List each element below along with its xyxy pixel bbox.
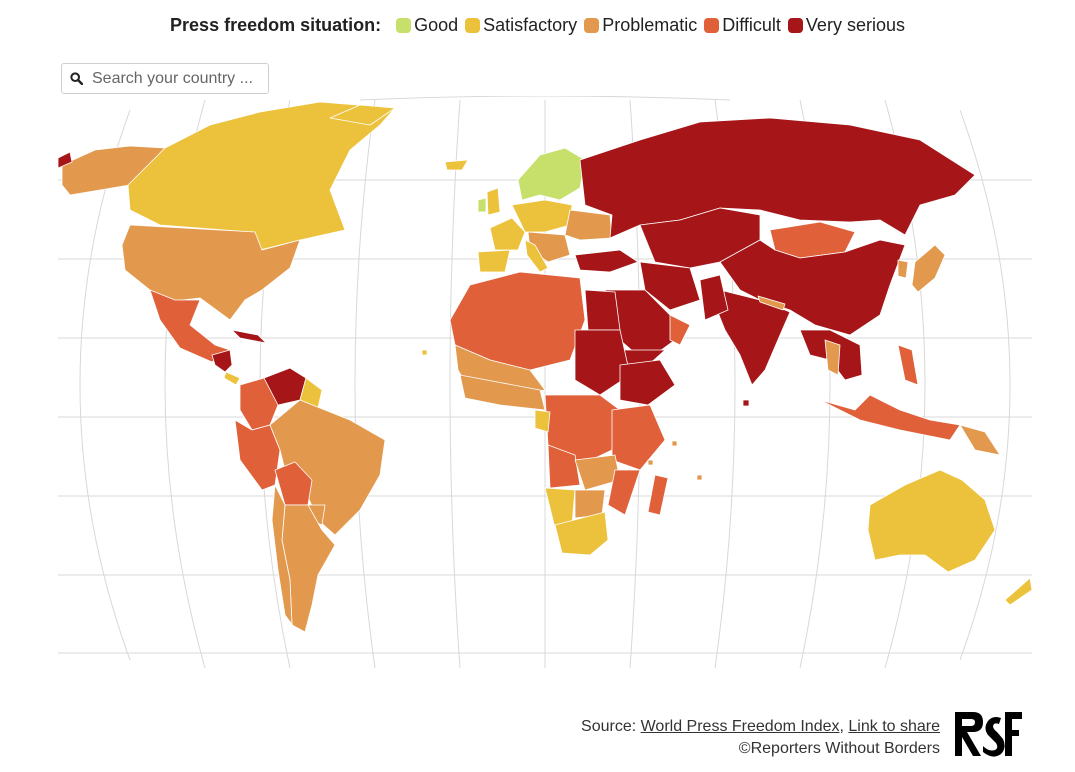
legend-item-good[interactable]: Good	[396, 15, 458, 36]
country-iceland[interactable]	[444, 159, 469, 171]
country-comoros[interactable]	[647, 459, 654, 466]
country-west-africa[interactable]	[459, 374, 546, 411]
legend-swatch-satisfactory	[465, 18, 481, 33]
country-papua-new-guinea[interactable]	[959, 424, 1001, 456]
country-canada[interactable]	[127, 101, 396, 251]
country-philippines[interactable]	[897, 344, 919, 386]
search-input[interactable]	[90, 68, 264, 89]
country-mexico[interactable]	[149, 289, 231, 363]
country-egypt[interactable]	[584, 289, 621, 331]
legend-label-problematic: Problematic	[602, 15, 698, 35]
legend-label-satisfactory: Satisfactory	[483, 15, 578, 35]
search-icon	[62, 72, 90, 85]
country-chukotka[interactable]	[58, 151, 73, 169]
source-line: Source: World Press Freedom Index, Link …	[581, 716, 940, 738]
source-link[interactable]: World Press Freedom Index	[640, 718, 840, 735]
country-gabon[interactable]	[534, 409, 551, 433]
country-korea[interactable]	[897, 259, 909, 279]
legend-item-difficult[interactable]: Difficult	[704, 15, 781, 36]
country-angola[interactable]	[547, 444, 581, 489]
country-nepal[interactable]	[757, 295, 786, 311]
country-east-africa[interactable]	[611, 404, 666, 471]
country-chile[interactable]	[271, 484, 301, 636]
legend-swatch-very-serious	[787, 18, 803, 33]
country-costa-rica[interactable]	[223, 371, 241, 386]
country-cuba[interactable]	[231, 329, 267, 344]
country-mozambique[interactable]	[607, 469, 641, 516]
country-madagascar[interactable]	[647, 474, 669, 516]
country-central-america[interactable]	[211, 349, 233, 373]
country-turkey[interactable]	[574, 249, 639, 273]
legend-swatch-problematic	[584, 18, 600, 33]
footer: Source: World Press Freedom Index, Link …	[581, 716, 940, 760]
country-japan[interactable]	[911, 244, 946, 293]
country-greenland-edge[interactable]	[329, 104, 396, 126]
country-ireland[interactable]	[477, 197, 487, 213]
country-cabo-verde[interactable]	[421, 349, 428, 356]
search-box[interactable]	[61, 63, 269, 94]
legend-item-satisfactory[interactable]: Satisfactory	[465, 15, 577, 36]
copyright: ©Reporters Without Borders	[738, 740, 940, 757]
country-oman[interactable]	[669, 314, 691, 346]
country-france[interactable]	[489, 217, 526, 251]
country-maldives[interactable]	[742, 399, 750, 407]
country-pakistan[interactable]	[699, 274, 729, 321]
country-nordics[interactable]	[517, 147, 586, 201]
country-new-zealand[interactable]	[1004, 577, 1033, 606]
source-prefix: Source:	[581, 718, 641, 735]
legend-item-very-serious[interactable]: Very serious	[787, 15, 905, 36]
country-peru[interactable]	[234, 419, 281, 491]
legend-label-good: Good	[414, 15, 459, 35]
legend-swatch-difficult	[704, 18, 720, 33]
rsf-logo	[955, 712, 1022, 757]
share-link[interactable]: Link to share	[848, 718, 940, 735]
source-separator: ,	[839, 718, 849, 735]
country-russia[interactable]	[579, 117, 976, 239]
legend-label-difficult: Difficult	[722, 15, 781, 35]
country-indonesia[interactable]	[819, 394, 961, 441]
country-iran[interactable]	[639, 261, 701, 311]
country-australia[interactable]	[867, 469, 996, 573]
world-map[interactable]	[58, 96, 1033, 671]
country-seychelles[interactable]	[671, 440, 678, 447]
countries[interactable]	[58, 101, 1033, 636]
country-ethiopia[interactable]	[619, 359, 676, 406]
country-south-africa[interactable]	[554, 511, 609, 556]
country-uk[interactable]	[486, 187, 501, 216]
legend-swatch-good	[396, 18, 412, 33]
country-north-africa[interactable]	[449, 271, 586, 371]
country-bolivia[interactable]	[274, 461, 313, 506]
legend-title: Press freedom situation:	[170, 15, 382, 35]
legend-item-problematic[interactable]: Problematic	[584, 15, 697, 36]
legend-label-very-serious: Very serious	[805, 15, 905, 35]
country-thailand[interactable]	[824, 339, 841, 376]
country-eastern-europe[interactable]	[564, 209, 613, 241]
legend: Press freedom situation: Good Satisfacto…	[0, 15, 1075, 36]
country-italy[interactable]	[524, 239, 549, 273]
country-sudan[interactable]	[574, 329, 631, 396]
country-iberia[interactable]	[477, 249, 511, 273]
country-mauritius[interactable]	[696, 474, 703, 481]
